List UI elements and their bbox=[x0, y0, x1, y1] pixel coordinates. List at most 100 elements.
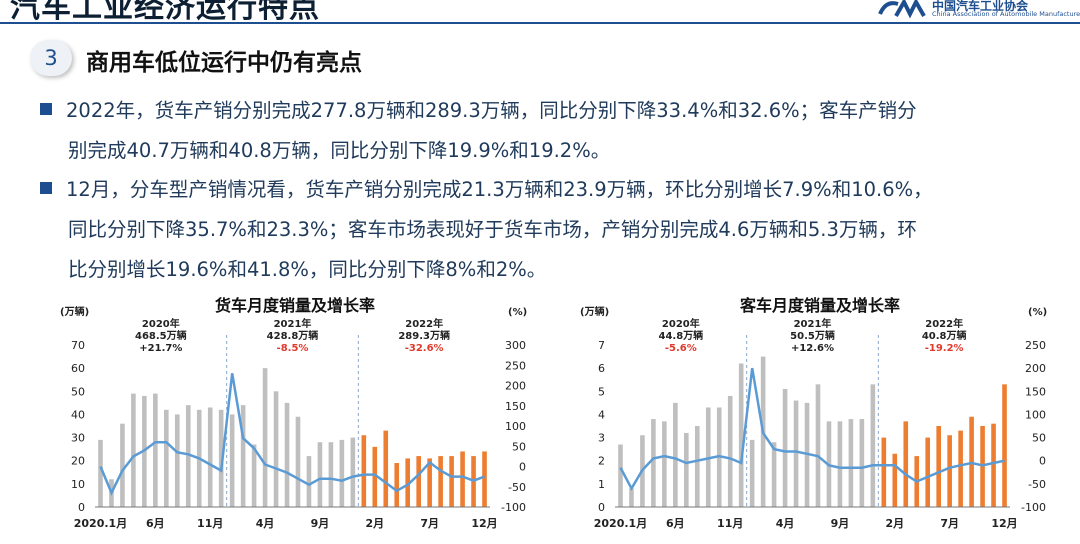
year-note-volume: 50.5万辆 bbox=[790, 329, 835, 342]
y2-axis-unit: (%) bbox=[1028, 307, 1047, 318]
bar bbox=[207, 407, 213, 507]
bar bbox=[460, 451, 465, 507]
year-note-year: 2020年 bbox=[142, 317, 180, 330]
bar bbox=[284, 402, 290, 507]
bar bbox=[662, 421, 667, 507]
bar bbox=[925, 437, 931, 507]
paragraph-line: 2022年，货车产销分别完成277.8万辆和289.3万辆，同比分别下降33.4… bbox=[66, 99, 917, 122]
bar bbox=[892, 453, 898, 507]
bar bbox=[991, 423, 996, 507]
bar bbox=[131, 393, 136, 507]
x-tick-label: 2月 bbox=[885, 517, 904, 530]
year-note-year: 2022年 bbox=[925, 317, 963, 330]
y-tick-label: 2 bbox=[598, 455, 605, 468]
y-tick-label: 4 bbox=[598, 408, 605, 421]
x-tick-label: 9月 bbox=[311, 517, 330, 530]
y-tick-label: 40 bbox=[71, 408, 85, 421]
bar bbox=[651, 419, 656, 507]
x-tick-label: 6月 bbox=[666, 517, 685, 530]
bullet-icon bbox=[40, 182, 52, 194]
y2-tick-label: 50 bbox=[1032, 432, 1046, 445]
bar bbox=[317, 442, 323, 507]
page-title: 汽车工业经济运行特点 bbox=[10, 0, 320, 25]
bar bbox=[98, 439, 103, 507]
bar bbox=[859, 419, 865, 507]
chart-title: 客车月度销量及增长率 bbox=[740, 296, 900, 315]
bar bbox=[185, 405, 191, 507]
paragraph-line: 比分别增长19.6%和41.8%，同比分别下降8%和2%。 bbox=[68, 258, 547, 281]
section-number: 3 bbox=[30, 40, 72, 76]
bar bbox=[174, 414, 180, 507]
bar bbox=[870, 384, 876, 507]
bar bbox=[815, 384, 821, 507]
x-tick-label: 2020.1月 bbox=[594, 517, 647, 530]
y2-tick-label: 250 bbox=[505, 359, 526, 372]
bar bbox=[782, 388, 788, 507]
y-axis-unit: (万辆) bbox=[580, 305, 609, 318]
y2-axis-unit: (%) bbox=[508, 307, 527, 318]
bar bbox=[881, 437, 887, 507]
bar bbox=[218, 409, 224, 507]
y2-tick-label: 300 bbox=[505, 339, 526, 352]
x-tick-label: 12月 bbox=[991, 517, 1017, 530]
bar bbox=[273, 391, 279, 507]
y2-tick-label: 250 bbox=[1025, 339, 1046, 352]
year-note-year: 2020年 bbox=[662, 317, 700, 330]
bar bbox=[427, 458, 432, 507]
year-note-rate: -8.5% bbox=[277, 343, 309, 354]
year-note-volume: 468.5万辆 bbox=[135, 329, 187, 342]
y2-tick-label: 100 bbox=[505, 420, 526, 433]
x-tick-label: 2月 bbox=[365, 517, 384, 530]
y-tick-label: 3 bbox=[598, 432, 605, 445]
truck-chart: 货车月度销量及增长率 (万辆) (%) 0 10 20 30 40 50 60 70 -100 -50 0… bbox=[60, 296, 527, 530]
caam-logo-icon bbox=[878, 0, 926, 19]
header-bar: 汽车工业经济运行特点 中国汽车工业协会 China Association of… bbox=[0, 0, 1080, 25]
x-tick-label: 11月 bbox=[197, 517, 223, 530]
y-tick-label: 70 bbox=[71, 339, 85, 352]
bar bbox=[383, 430, 389, 507]
y2-tick-label: 0 bbox=[519, 461, 526, 474]
x-tick-label: 11月 bbox=[717, 517, 743, 530]
org-name-cn: 中国汽车工业协会 bbox=[932, 0, 1029, 13]
y2-tick-label: -50 bbox=[1028, 478, 1046, 491]
y-tick-label: 0 bbox=[598, 501, 605, 514]
paragraph-line: 同比分别下降35.7%和23.3%；客车市场表现好于货车市场，产销分别完成4.6… bbox=[68, 218, 917, 241]
y2-tick-label: 50 bbox=[512, 440, 526, 453]
y-tick-label: 0 bbox=[78, 501, 85, 514]
x-tick-label: 7月 bbox=[420, 517, 439, 530]
bar bbox=[229, 414, 235, 507]
year-note-rate: -5.6% bbox=[665, 343, 697, 354]
y-tick-label: 30 bbox=[71, 432, 85, 445]
bar bbox=[684, 432, 689, 507]
y2-tick-label: 200 bbox=[1025, 362, 1046, 375]
bar bbox=[958, 430, 963, 507]
year-note-rate: -32.6% bbox=[405, 343, 444, 354]
y2-tick-label: 150 bbox=[505, 400, 526, 413]
y-tick-label: 50 bbox=[71, 385, 85, 398]
year-note-rate: -19.2% bbox=[925, 343, 964, 354]
bar bbox=[749, 439, 755, 507]
bar bbox=[153, 393, 158, 507]
y2-tick-label: -100 bbox=[1021, 501, 1046, 514]
x-tick-label: 6月 bbox=[146, 517, 165, 530]
org-name-en: China Association of Automobile Manufact… bbox=[932, 10, 1080, 18]
y-tick-label: 20 bbox=[71, 455, 85, 468]
y-tick-label: 5 bbox=[598, 385, 605, 398]
y2-tick-label: 200 bbox=[505, 380, 526, 393]
bar bbox=[848, 419, 854, 507]
bar bbox=[339, 439, 345, 507]
year-note-volume: 40.8万辆 bbox=[922, 329, 967, 342]
bar bbox=[405, 458, 411, 507]
year-note-rate: +12.6% bbox=[791, 343, 834, 354]
bar bbox=[164, 409, 169, 507]
year-note-rate: +21.7% bbox=[139, 343, 182, 354]
y2-tick-label: -100 bbox=[501, 501, 526, 514]
bar bbox=[449, 456, 454, 507]
bar bbox=[936, 426, 941, 507]
y2-tick-label: 100 bbox=[1025, 408, 1046, 421]
y2-tick-label: -50 bbox=[508, 481, 526, 494]
growth-rate-line bbox=[619, 367, 1005, 492]
bar bbox=[240, 405, 246, 507]
bar bbox=[673, 402, 678, 507]
bar bbox=[251, 444, 257, 507]
